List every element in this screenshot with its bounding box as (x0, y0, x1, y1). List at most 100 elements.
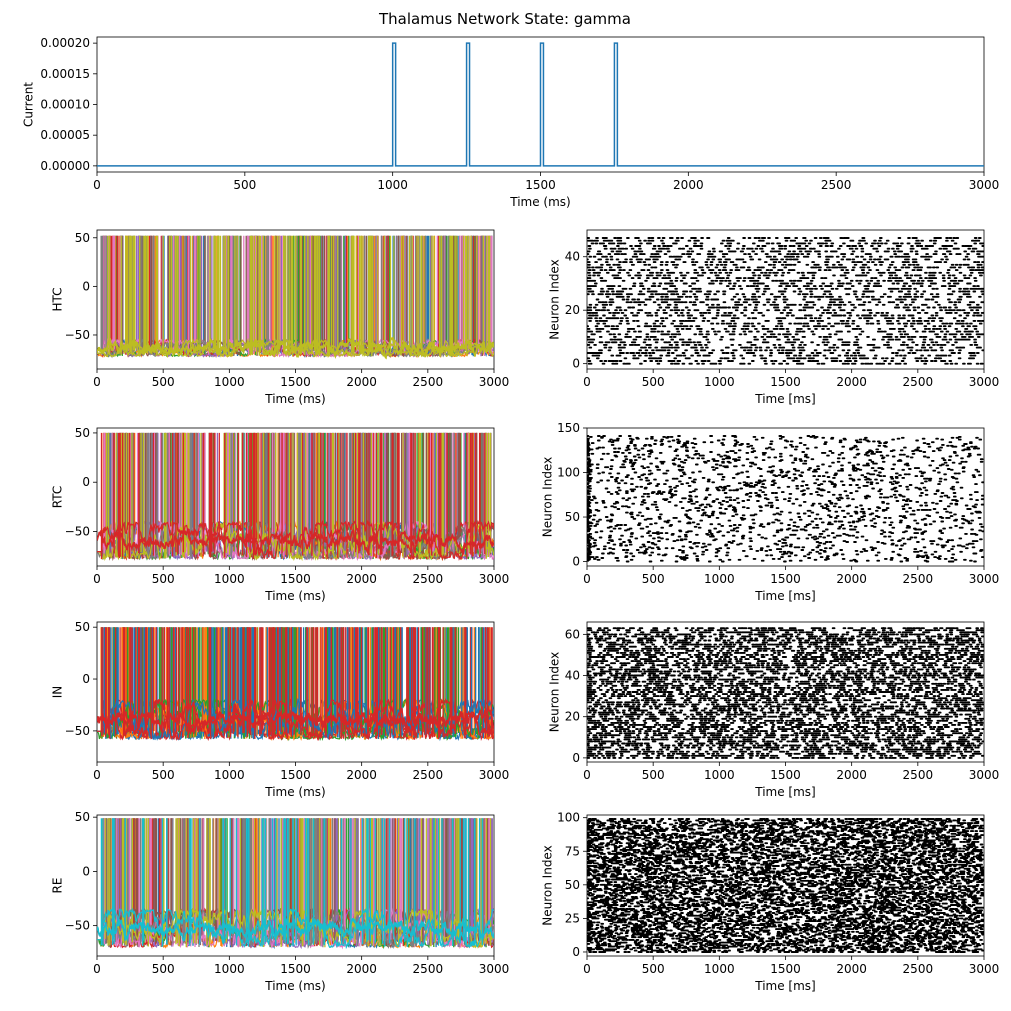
htc-raster-panel: 0 500 1000 1500 2000 2500 3000 0 20 40 Time [ms] Ne… (548, 229, 1000, 406)
y-axis-label: RE (50, 878, 64, 894)
y-tick-label: 150 (557, 421, 580, 435)
x-tick-label: 500 (642, 572, 665, 586)
x-tick-label: 1500 (770, 572, 801, 586)
plot-area (587, 818, 984, 953)
x-axis-label: Time (ms) (264, 589, 326, 603)
y-axis-label: Neuron Index (540, 457, 554, 537)
x-tick-label: 3000 (479, 768, 510, 782)
x-tick-label: 500 (642, 375, 665, 389)
y-tick-label: 50 (75, 620, 90, 634)
in-raster-panel: 0 500 1000 1500 2000 2500 3000 0 20 40 60 Time [ms]… (548, 621, 999, 799)
x-tick-label: 2000 (836, 962, 867, 976)
x-tick-label: 2000 (346, 572, 377, 586)
x-tick-label: 500 (152, 962, 175, 976)
y-tick-label: 0 (572, 555, 580, 569)
y-tick-label: 25 (565, 911, 580, 925)
y-axis-label: RTC (50, 486, 64, 508)
membrane-trace-dominant (97, 528, 494, 557)
x-tick-label: 1000 (214, 572, 245, 586)
plot-area (97, 42, 984, 167)
x-axis-label: Time [ms] (754, 979, 816, 993)
y-tick-label: 100 (557, 466, 580, 480)
plot-area (587, 627, 984, 759)
y-axis-label: Neuron Index (548, 652, 562, 732)
y-tick-label: 20 (565, 303, 580, 317)
y-axis-label: Neuron Index (540, 845, 554, 925)
x-axis-label: Time [ms] (754, 589, 816, 603)
x-tick-label: 2500 (413, 375, 444, 389)
x-tick-label: 0 (93, 375, 101, 389)
y-tick-label: −50 (65, 724, 90, 738)
y-axis-label: Current (22, 82, 36, 127)
x-tick-label: 2500 (903, 962, 934, 976)
x-tick-label: 2000 (346, 962, 377, 976)
y-tick-label: 50 (565, 510, 580, 524)
x-tick-label: 1000 (704, 962, 735, 976)
x-axis-label: Time (ms) (264, 979, 326, 993)
y-tick-label: 0 (82, 864, 90, 878)
x-tick-label: 1000 (704, 375, 735, 389)
x-tick-label: 3000 (479, 962, 510, 976)
x-tick-label: 0 (583, 962, 591, 976)
x-tick-label: 2500 (903, 375, 934, 389)
x-tick-label: 2500 (821, 178, 852, 192)
x-tick-label: 500 (642, 768, 665, 782)
x-tick-label: 2000 (673, 178, 704, 192)
y-tick-label: 50 (75, 231, 90, 245)
y-tick-label: 0.00000 (40, 159, 90, 173)
y-tick-label: 50 (75, 810, 90, 824)
spike-trace (101, 627, 492, 740)
spike-dots (587, 435, 984, 563)
membrane-trace (97, 907, 494, 950)
y-tick-label: 0.00015 (40, 67, 90, 81)
plot-area (587, 237, 984, 365)
y-tick-label: 0 (82, 279, 90, 293)
plot-area (97, 432, 494, 562)
spike-dots (587, 627, 984, 759)
x-tick-label: 0 (93, 962, 101, 976)
x-tick-label: 2500 (903, 768, 934, 782)
x-tick-label: 1000 (214, 768, 245, 782)
y-tick-label: 60 (565, 627, 580, 641)
x-tick-label: 2500 (413, 768, 444, 782)
y-tick-label: 0 (572, 751, 580, 765)
y-tick-label: 0 (82, 475, 90, 489)
spike-dots (587, 818, 984, 953)
x-tick-label: 2000 (346, 375, 377, 389)
x-tick-label: 1500 (770, 768, 801, 782)
x-tick-label: 500 (233, 178, 256, 192)
x-tick-label: 0 (93, 768, 101, 782)
y-tick-label: −50 (65, 919, 90, 933)
x-tick-label: 500 (152, 375, 175, 389)
x-tick-label: 1500 (280, 962, 311, 976)
x-tick-label: 3000 (969, 572, 1000, 586)
x-tick-label: 3000 (479, 375, 510, 389)
membrane-trace-dominant (97, 706, 494, 736)
x-tick-label: 2000 (836, 768, 867, 782)
x-tick-label: 3000 (479, 572, 510, 586)
x-tick-label: 1000 (214, 962, 245, 976)
x-tick-label: 1500 (280, 375, 311, 389)
axes-frame (586, 229, 985, 370)
stimulus-panel: 0 500 1000 1500 2000 2500 3000 0.00000 0.00005 0.… (22, 36, 1000, 209)
x-tick-label: 1000 (377, 178, 408, 192)
re-voltage-panel: 0 500 1000 1500 2000 2500 3000 −50 0 50 Time (ms) R… (50, 810, 509, 993)
x-tick-label: 1000 (704, 572, 735, 586)
membrane-trace (97, 698, 494, 741)
y-tick-label: 40 (565, 250, 580, 264)
y-tick-label: 0 (572, 357, 580, 371)
x-tick-label: 3000 (969, 375, 1000, 389)
x-tick-label: 2500 (413, 962, 444, 976)
stimulus-line (97, 42, 984, 167)
spike-dots (587, 237, 984, 365)
x-tick-label: 2000 (836, 572, 867, 586)
x-axis-label: Time (ms) (264, 785, 326, 799)
x-tick-label: 1500 (525, 178, 556, 192)
y-tick-label: 50 (75, 426, 90, 440)
x-tick-label: 500 (642, 962, 665, 976)
htc-voltage-panel: 0 500 1000 1500 2000 2500 3000 −50 0 50 Time (ms) H… (50, 229, 510, 406)
x-tick-label: 1500 (280, 572, 311, 586)
y-tick-label: −50 (65, 525, 90, 539)
x-tick-label: 500 (152, 572, 175, 586)
